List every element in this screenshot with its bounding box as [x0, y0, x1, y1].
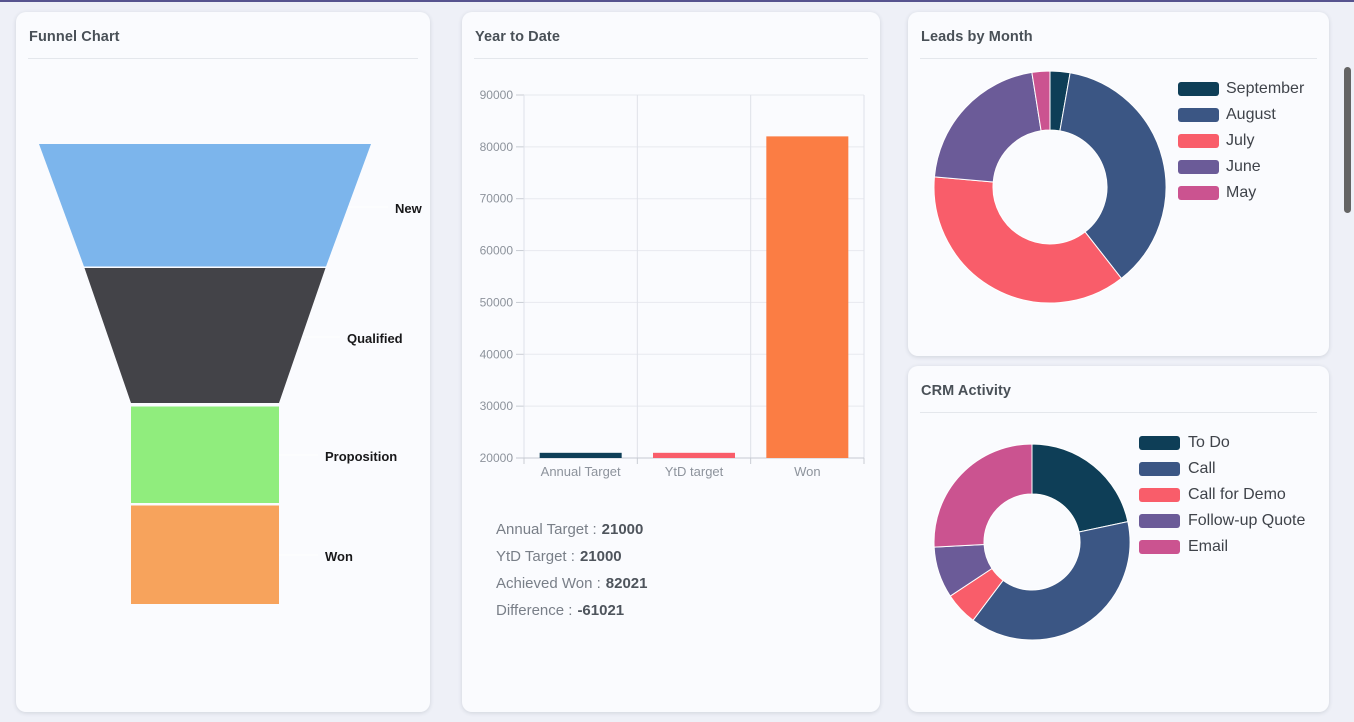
- donut-slice-august[interactable]: [1059, 72, 1167, 279]
- y-tick-label: 60000: [480, 244, 514, 258]
- legend-swatch-may: [1178, 186, 1219, 200]
- funnel-segment-won[interactable]: [131, 505, 279, 605]
- legend-item-call-for-demo[interactable]: Call for Demo: [1139, 485, 1286, 505]
- y-tick-label: 40000: [480, 347, 514, 361]
- activity-donut-chart: [933, 443, 1131, 641]
- y-tick-label: 70000: [480, 192, 514, 206]
- x-category-label: Annual Target: [541, 464, 621, 479]
- legend-label-june: June: [1226, 158, 1261, 175]
- divider: [474, 58, 868, 59]
- legend-label-july: July: [1226, 132, 1255, 149]
- legend-label-to-do: To Do: [1188, 434, 1230, 451]
- donut-slice-june[interactable]: [933, 71, 1042, 183]
- legend-label-call: Call: [1188, 460, 1216, 477]
- legend-swatch-june: [1178, 160, 1219, 174]
- divider: [920, 412, 1317, 413]
- divider: [920, 58, 1317, 59]
- legend-swatch-email: [1139, 540, 1180, 554]
- legend-item-follow-up-quote[interactable]: Follow-up Quote: [1139, 511, 1305, 531]
- legend-label-follow-up-quote: Follow-up Quote: [1188, 512, 1306, 529]
- summary-label: Difference :: [496, 602, 573, 619]
- ytd-summary-block: Annual Target :21000 YtD Target :21000 Ach…: [496, 516, 648, 624]
- legend-swatch-to-do: [1139, 436, 1180, 450]
- legend-label-may: May: [1226, 184, 1257, 201]
- y-tick-label: 30000: [480, 399, 514, 413]
- legend-item-email[interactable]: Email: [1139, 537, 1228, 557]
- funnel-label-won: Won: [325, 549, 353, 564]
- funnel-chart: New Qualified Proposition Won: [39, 144, 423, 605]
- legend-label-september: September: [1226, 80, 1305, 97]
- crm-activity-card: CRM Activity To Do Call Call for Demo Follo…: [908, 366, 1329, 712]
- leads-donut-chart: [933, 70, 1167, 304]
- summary-label: Annual Target :: [496, 521, 597, 538]
- legend-label-august: August: [1226, 106, 1276, 123]
- activity-card-title: CRM Activity: [921, 383, 1012, 399]
- summary-row-1: YtD Target :21000: [496, 543, 648, 570]
- legend-swatch-july: [1178, 134, 1219, 148]
- funnel-label-qualified: Qualified: [347, 331, 403, 346]
- legend-label-call-for-demo: Call for Demo: [1188, 486, 1286, 503]
- legend-swatch-call: [1139, 462, 1180, 476]
- summary-label: YtD Target :: [496, 548, 575, 565]
- year-to-date-card: Year to Date 20000 30000 40000 50000 60000 70…: [462, 12, 880, 712]
- funnel-segment-qualified[interactable]: [84, 268, 326, 403]
- funnel-segment-proposition[interactable]: [131, 406, 279, 504]
- summary-label: Achieved Won :: [496, 575, 601, 592]
- legend-item-july[interactable]: July: [1178, 131, 1254, 151]
- donut-slice-may[interactable]: [1031, 70, 1051, 132]
- donut-slice-to-do[interactable]: [1031, 443, 1129, 533]
- funnel-label-new: New: [395, 201, 423, 216]
- bar-annual-target[interactable]: [539, 452, 622, 458]
- legend-swatch-september: [1178, 82, 1219, 96]
- donut-slice-call[interactable]: [972, 521, 1131, 641]
- x-category-label: YtD target: [665, 464, 724, 479]
- top-accent-bar: [0, 0, 1354, 2]
- summary-value: 21000: [601, 521, 644, 538]
- summary-row-3: Difference : -61021: [496, 597, 648, 624]
- summary-value: -61021: [577, 602, 625, 619]
- x-category-label: Won: [794, 464, 821, 479]
- donut-slice-july[interactable]: [933, 176, 1122, 304]
- y-tick-label: 20000: [480, 451, 514, 465]
- divider: [28, 58, 418, 59]
- leads-card-title: Leads by Month: [921, 29, 1033, 45]
- ytd-bar-chart: 20000 30000 40000 50000 60000 70000 80000 90000…: [480, 88, 865, 479]
- summary-row-0: Annual Target :21000: [496, 516, 648, 543]
- funnel-segment-new[interactable]: [39, 144, 371, 267]
- bar-won[interactable]: [766, 136, 849, 458]
- funnel-label-proposition: Proposition: [325, 449, 397, 464]
- legend-item-june[interactable]: June: [1178, 157, 1261, 177]
- summary-value: 21000: [579, 548, 622, 565]
- ytd-card-title: Year to Date: [475, 29, 561, 45]
- y-tick-label: 80000: [480, 140, 514, 154]
- y-tick-label: 90000: [480, 88, 514, 102]
- legend-item-to-do[interactable]: To Do: [1139, 433, 1230, 453]
- funnel-card-title: Funnel Chart: [29, 29, 120, 45]
- legend-item-august[interactable]: August: [1178, 105, 1276, 125]
- legend-label-email: Email: [1188, 538, 1229, 555]
- y-tick-label: 50000: [480, 295, 514, 309]
- legend-item-call[interactable]: Call: [1139, 459, 1216, 479]
- legend-swatch-august: [1178, 108, 1219, 122]
- summary-row-2: Achieved Won :82021: [496, 570, 648, 597]
- bar-ytd-target[interactable]: [653, 452, 735, 458]
- summary-value: 82021: [605, 575, 648, 592]
- funnel-chart-card: Funnel Chart New Qualified Proposition Won: [16, 12, 430, 712]
- leads-by-month-card: Leads by Month September August July June Ma…: [908, 12, 1329, 356]
- donut-slice-email[interactable]: [933, 443, 1033, 548]
- scrollbar-thumb[interactable]: [1344, 67, 1351, 213]
- legend-item-september[interactable]: September: [1178, 79, 1304, 99]
- legend-swatch-call-for-demo: [1139, 488, 1180, 502]
- legend-swatch-follow-up-quote: [1139, 514, 1180, 528]
- legend-item-may[interactable]: May: [1178, 183, 1256, 203]
